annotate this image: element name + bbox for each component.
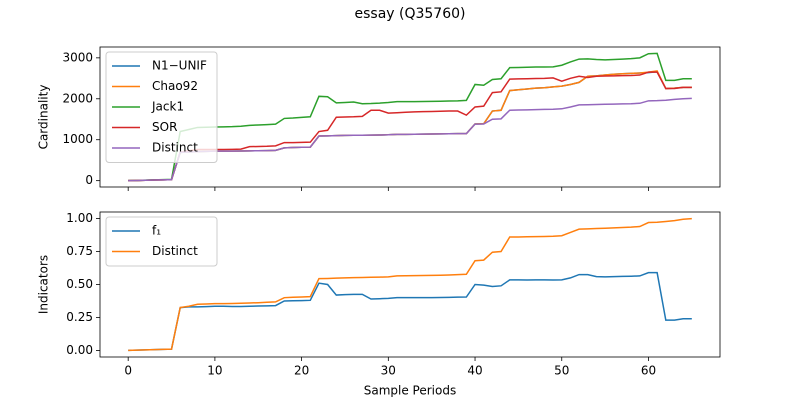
- y-tick-label: 0.50: [66, 277, 93, 291]
- legend-label: Chao92: [152, 79, 198, 93]
- y-tick-label: 1.00: [66, 211, 93, 225]
- legend-label: N1−UNIF: [152, 59, 207, 73]
- y-tick-label: 1000: [62, 132, 93, 146]
- y-tick-label: 0.25: [66, 310, 93, 324]
- legend-label: SOR: [152, 120, 177, 134]
- figure-title: essay (Q35760): [355, 6, 466, 22]
- y-tick-label: 2000: [62, 91, 93, 105]
- legend-box: [105, 216, 218, 267]
- y-tick-label: 0: [85, 173, 93, 187]
- x-tick-label: 30: [381, 364, 396, 378]
- legend-label: Distinct: [152, 141, 198, 155]
- x-axis-label: Sample Periods: [364, 384, 456, 398]
- axes-frame: [99, 211, 721, 358]
- y-tick-label: 0.75: [66, 244, 93, 258]
- y-axis-label: Indicators: [37, 255, 51, 314]
- series-line: [128, 97, 692, 182]
- x-tick-label: 0: [124, 364, 132, 378]
- series-line: [128, 71, 692, 182]
- axes-frame: [99, 46, 721, 188]
- y-axis-label: Cardinality: [37, 85, 51, 150]
- series-line: [128, 271, 692, 352]
- x-tick-label: 20: [294, 364, 309, 378]
- x-tick-label: 40: [467, 364, 482, 378]
- x-tick-label: 10: [207, 364, 222, 378]
- legend-label: Distinct: [152, 244, 198, 258]
- legend-label: f₁: [152, 224, 161, 238]
- y-tick-label: 3000: [62, 50, 93, 64]
- series-line: [128, 52, 692, 182]
- legend-label: Jack1: [151, 100, 184, 114]
- x-tick-label: 60: [641, 364, 656, 378]
- y-tick-label: 0.00: [66, 343, 93, 357]
- x-tick-label: 50: [554, 364, 569, 378]
- legend-box: [105, 51, 218, 163]
- series-line: [128, 217, 692, 352]
